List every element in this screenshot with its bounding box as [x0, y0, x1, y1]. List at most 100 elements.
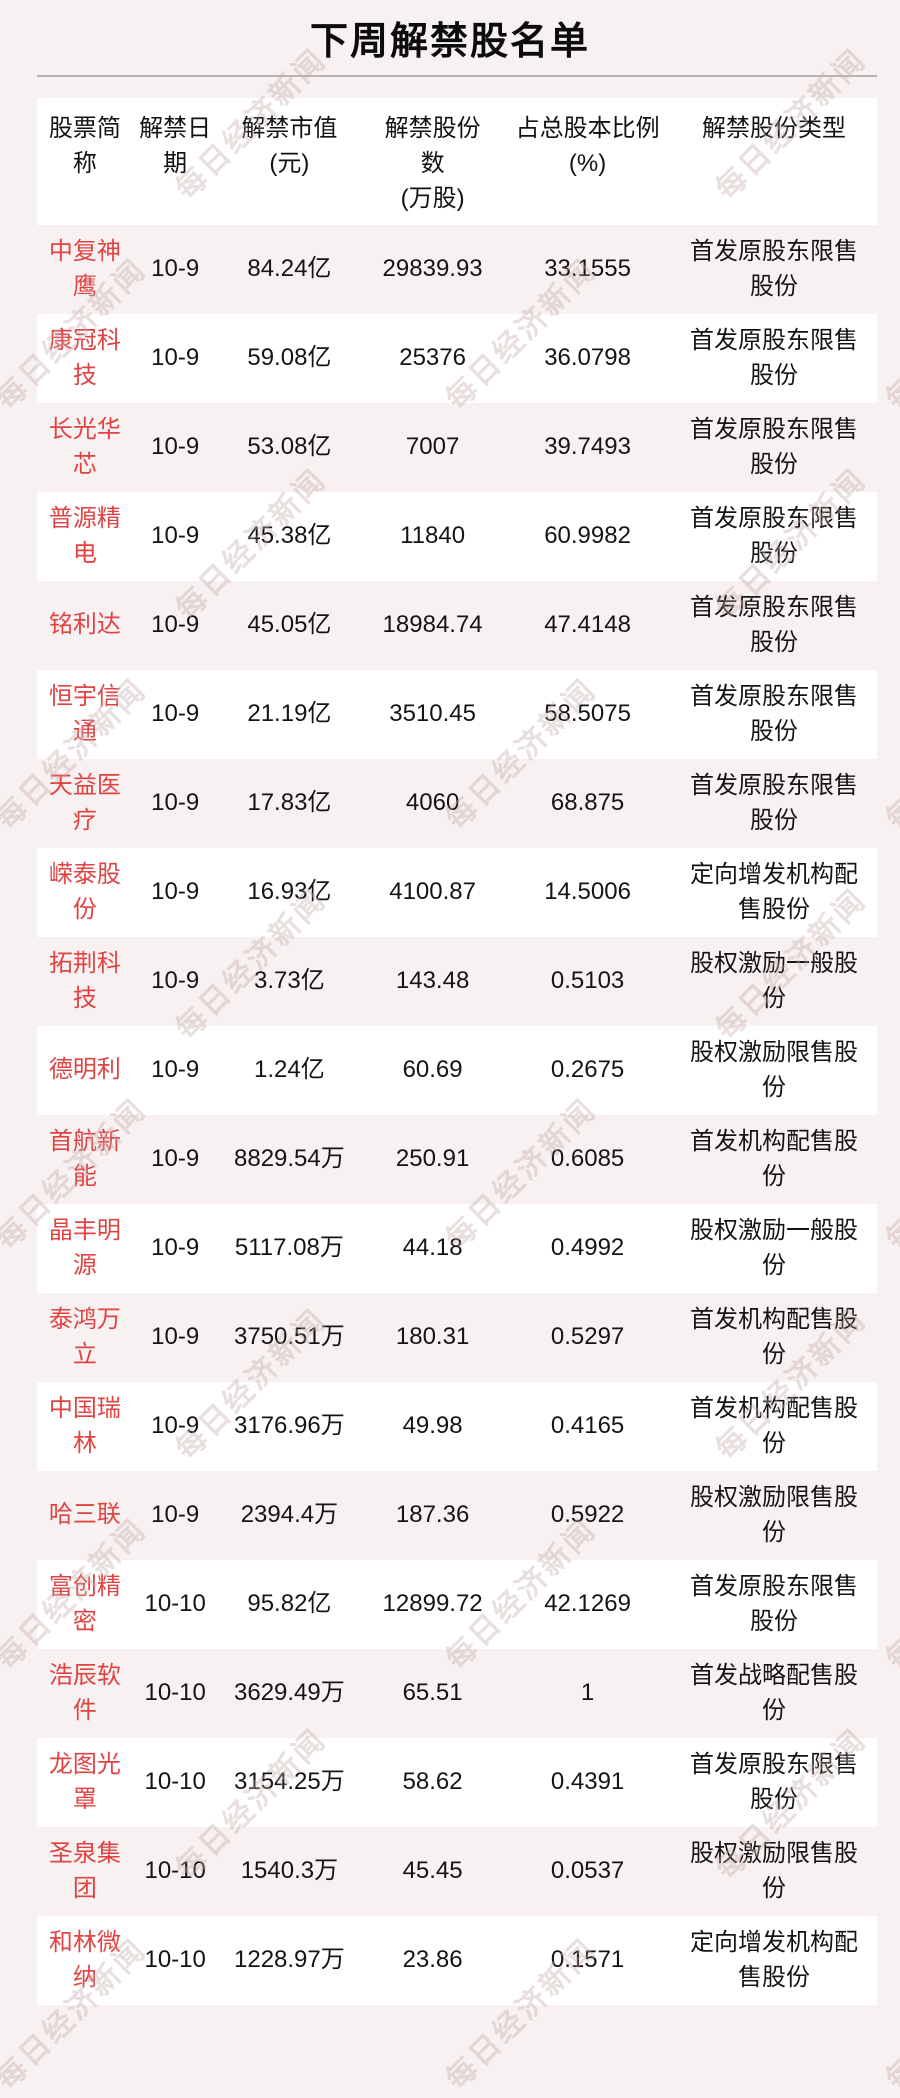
unlock-date-cell: 10-10 — [133, 1827, 218, 1916]
market-value-text: 84.24亿 — [247, 255, 332, 283]
pct-cell: 33.1555 — [504, 225, 671, 314]
market-value-text: 45.38亿 — [247, 522, 332, 550]
unlock-date-cell: 10-9 — [133, 1293, 218, 1382]
unlock-date-text: 10-10 — [144, 1768, 206, 1796]
unlock-date-cell: 10-9 — [133, 670, 218, 759]
stock-name-text: 天益医疗 — [48, 772, 121, 834]
unlock-date-text: 10-10 — [144, 1590, 206, 1618]
shares-count-cell: 187.36 — [361, 1471, 504, 1560]
stock-name-text: 中国瑞林 — [48, 1395, 121, 1457]
pct-cell: 1 — [504, 1649, 671, 1738]
table-row: 康冠科技 10-9 59.08亿 25376 36.0798 首发原股东限售股份 — [37, 314, 877, 403]
header-cell-unlock-date: 解禁日 期 — [139, 115, 212, 177]
stock-name-text: 中复神鹰 — [48, 238, 121, 300]
stock-name-cell: 恒宇信通 — [37, 670, 133, 759]
share-type-text: 首发原股东限售股份 — [690, 1751, 859, 1813]
market-value-text: 21.19亿 — [247, 700, 332, 728]
market-value-cell: 45.38亿 — [218, 492, 362, 581]
stock-name-text: 富创精密 — [48, 1573, 121, 1635]
shares-count-text: 11840 — [400, 522, 466, 550]
stock-name-text: 首航新能 — [48, 1128, 121, 1190]
share-type-cell: 首发原股东限售股份 — [671, 492, 877, 581]
shares-count-cell: 4100.87 — [361, 848, 504, 937]
table-row: 晶丰明源 10-9 5117.08万 44.18 0.4992 股权激励一般股份 — [37, 1204, 877, 1293]
stock-name-text: 嵘泰股份 — [48, 861, 121, 923]
market-value-text: 8829.54万 — [234, 1145, 345, 1173]
shares-count-text: 65.51 — [402, 1679, 463, 1707]
unlock-date-cell: 10-9 — [133, 1115, 218, 1204]
market-value-text: 95.82亿 — [247, 1590, 332, 1618]
shares-count-cell: 60.69 — [361, 1026, 504, 1115]
shares-count-text: 3510.45 — [389, 700, 476, 728]
shares-count-text: 7007 — [405, 433, 460, 461]
market-value-cell: 3176.96万 — [218, 1382, 362, 1471]
unlock-date-cell: 10-10 — [133, 1649, 218, 1738]
shares-count-text: 143.48 — [395, 967, 470, 995]
stock-name-cell: 长光华芯 — [37, 403, 133, 492]
pct-cell: 39.7493 — [504, 403, 671, 492]
market-value-text: 3629.49万 — [234, 1679, 345, 1707]
unlock-date-text: 10-9 — [151, 611, 200, 639]
unlock-date-text: 10-9 — [151, 1323, 200, 1351]
stock-name-text: 铭利达 — [48, 611, 121, 639]
market-value-text: 2394.4万 — [240, 1501, 339, 1529]
share-type-cell: 定向增发机构配售股份 — [671, 1916, 877, 2005]
pct-cell: 0.4992 — [504, 1204, 671, 1293]
stock-name-text: 泰鸿万立 — [48, 1306, 121, 1368]
unlock-table: 股票简 称 解禁日 期 解禁市值 (元) 解禁股份 数 (万股) 占总股本比例 … — [37, 98, 877, 2005]
pct-text: 47.4148 — [544, 611, 631, 639]
share-type-cell: 首发原股东限售股份 — [671, 759, 877, 848]
pct-cell: 58.5075 — [504, 670, 671, 759]
shares-count-cell: 44.18 — [361, 1204, 504, 1293]
stock-name-cell: 晶丰明源 — [37, 1204, 133, 1293]
shares-count-cell: 29839.93 — [361, 225, 504, 314]
unlock-date-cell: 10-9 — [133, 1204, 218, 1293]
market-value-cell: 5117.08万 — [218, 1204, 362, 1293]
share-type-cell: 首发机构配售股份 — [671, 1293, 877, 1382]
share-type-text: 首发战略配售股份 — [690, 1662, 859, 1724]
pct-cell: 60.9982 — [504, 492, 671, 581]
unlock-date-text: 10-9 — [151, 967, 200, 995]
pct-text: 39.7493 — [544, 433, 631, 461]
unlock-date-text: 10-9 — [151, 344, 200, 372]
unlock-date-text: 10-10 — [144, 1946, 206, 1974]
stock-name-cell: 圣泉集团 — [37, 1827, 133, 1916]
unlock-date-cell: 10-9 — [133, 581, 218, 670]
market-value-text: 45.05亿 — [247, 611, 332, 639]
shares-count-cell: 58.62 — [361, 1738, 504, 1827]
market-value-cell: 3154.25万 — [218, 1738, 362, 1827]
share-type-cell: 定向增发机构配售股份 — [671, 848, 877, 937]
market-value-text: 17.83亿 — [247, 789, 332, 817]
pct-text: 33.1555 — [544, 255, 631, 283]
unlock-date-cell: 10-9 — [133, 759, 218, 848]
market-value-text: 3154.25万 — [234, 1768, 345, 1796]
stock-name-text: 德明利 — [48, 1056, 121, 1084]
shares-count-text: 23.86 — [402, 1946, 463, 1974]
shares-count-cell: 4060 — [361, 759, 504, 848]
table-row: 拓荆科技 10-9 3.73亿 143.48 0.5103 股权激励一般股份 — [37, 937, 877, 1026]
unlock-date-text: 10-9 — [151, 878, 200, 906]
table-row: 恒宇信通 10-9 21.19亿 3510.45 58.5075 首发原股东限售… — [37, 670, 877, 759]
pct-text: 0.5922 — [550, 1501, 625, 1529]
page-title: 下周解禁股名单 — [309, 21, 590, 63]
shares-count-text: 49.98 — [402, 1412, 463, 1440]
table-row: 中国瑞林 10-9 3176.96万 49.98 0.4165 首发机构配售股份 — [37, 1382, 877, 1471]
table-row: 富创精密 10-10 95.82亿 12899.72 42.1269 首发原股东… — [37, 1560, 877, 1649]
table-row: 天益医疗 10-9 17.83亿 4060 68.875 首发原股东限售股份 — [37, 759, 877, 848]
table-row: 德明利 10-9 1.24亿 60.69 0.2675 股权激励限售股份 — [37, 1026, 877, 1115]
pct-cell: 0.5297 — [504, 1293, 671, 1382]
shares-count-text: 29839.93 — [382, 255, 483, 283]
share-type-text: 首发机构配售股份 — [690, 1306, 859, 1368]
unlock-date-cell: 10-9 — [133, 1471, 218, 1560]
unlock-date-cell: 10-9 — [133, 1026, 218, 1115]
stock-name-cell: 泰鸿万立 — [37, 1293, 133, 1382]
market-value-cell: 16.93亿 — [218, 848, 362, 937]
pct-text: 58.5075 — [544, 700, 631, 728]
stock-name-cell: 哈三联 — [37, 1471, 133, 1560]
market-value-text: 1.24亿 — [254, 1056, 325, 1084]
market-value-cell: 17.83亿 — [218, 759, 362, 848]
stock-name-text: 晶丰明源 — [48, 1217, 121, 1279]
pct-cell: 42.1269 — [504, 1560, 671, 1649]
pct-text: 60.9982 — [544, 522, 631, 550]
stock-name-cell: 浩辰软件 — [37, 1649, 133, 1738]
